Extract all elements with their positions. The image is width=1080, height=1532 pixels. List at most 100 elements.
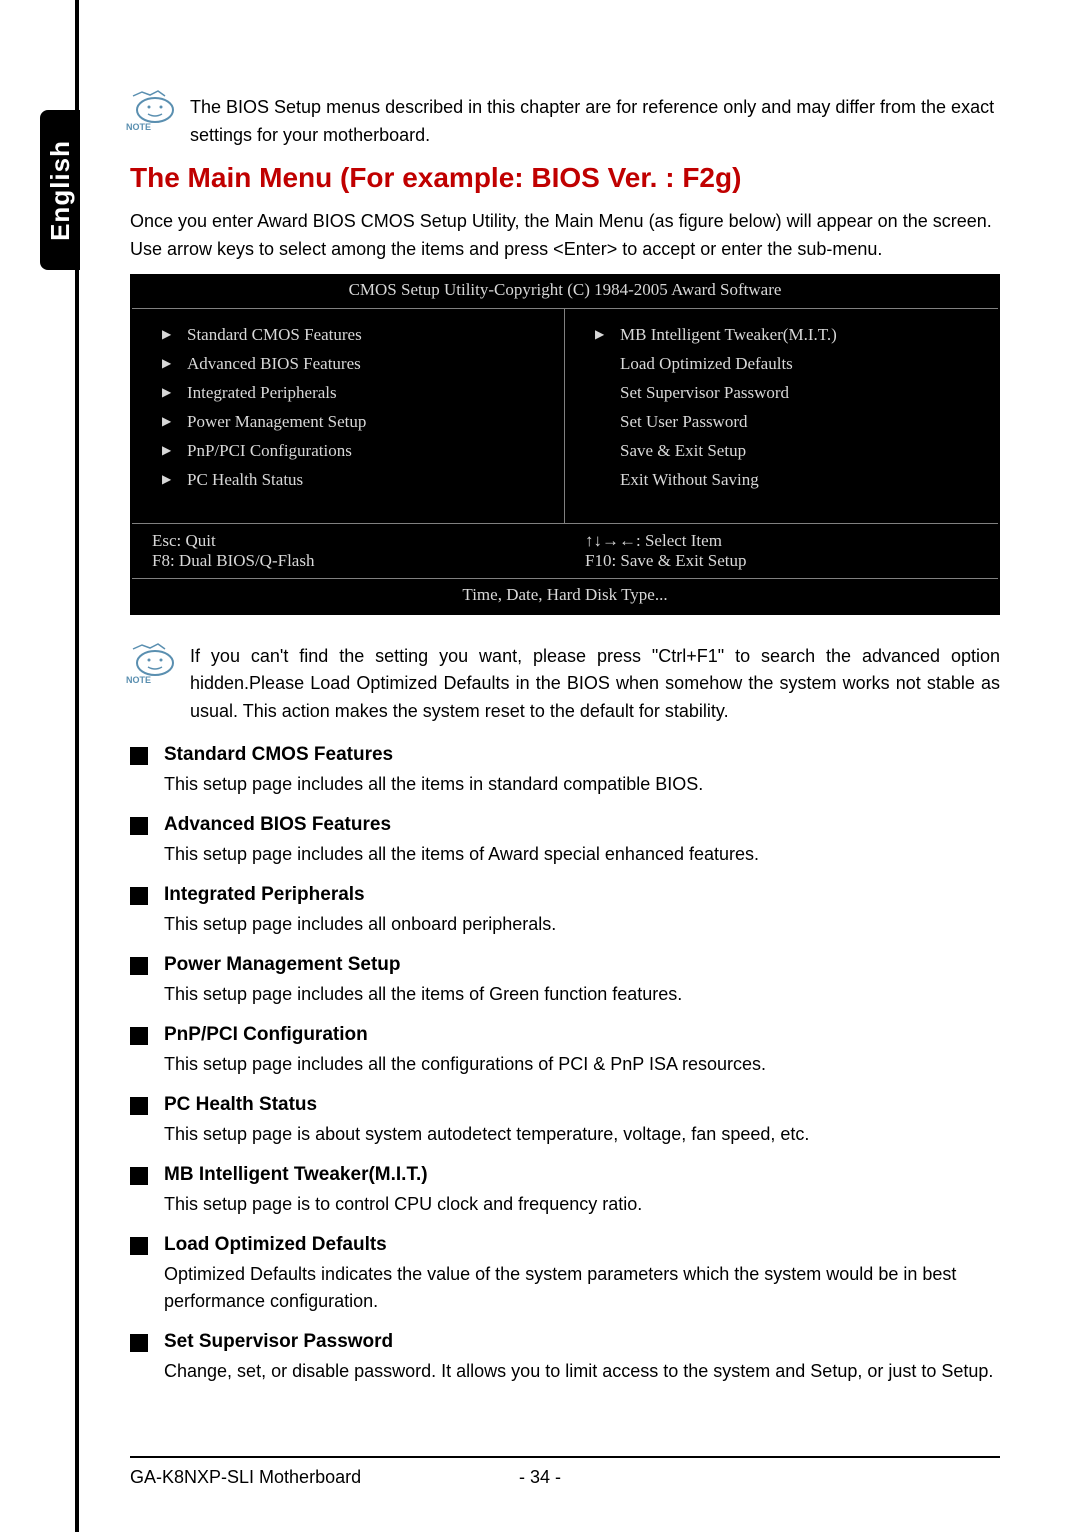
feature-title: Set Supervisor Password bbox=[164, 1331, 1000, 1353]
feature-description: This setup page includes all the configu… bbox=[164, 1051, 1000, 1078]
bios-header: CMOS Setup Utility-Copyright (C) 1984-20… bbox=[132, 276, 998, 309]
bios-menu-label: Load Optimized Defaults bbox=[620, 354, 793, 374]
bios-menu-item: Save & Exit Setup bbox=[595, 441, 978, 461]
bios-f8: F8: Dual BIOS/Q-Flash bbox=[152, 551, 545, 571]
feature-content: Load Optimized DefaultsOptimized Default… bbox=[164, 1234, 1000, 1325]
bios-menu-item: Exit Without Saving bbox=[595, 470, 978, 490]
feature-item: PnP/PCI ConfigurationThis setup page inc… bbox=[130, 1024, 1000, 1088]
note-2: NOTE If you can't find the setting you w… bbox=[130, 643, 1000, 727]
feature-item: Advanced BIOS Features This setup page in… bbox=[130, 814, 1000, 878]
page-number: - 34 - bbox=[519, 1467, 561, 1488]
bios-footer-right: ↑↓→←: Select Item F10: Save & Exit Setup bbox=[565, 524, 998, 578]
triangle-icon: ▶ bbox=[162, 443, 187, 458]
feature-title: PC Health Status bbox=[164, 1094, 1000, 1116]
feature-content: PnP/PCI ConfigurationThis setup page inc… bbox=[164, 1024, 1000, 1088]
bios-right-column: ▶MB Intelligent Tweaker(M.I.T.) Load Opti… bbox=[565, 309, 998, 523]
bios-menu-item: Load Optimized Defaults bbox=[595, 354, 978, 374]
feature-item: MB Intelligent Tweaker(M.I.T.) This setup… bbox=[130, 1164, 1000, 1228]
square-bullet-icon bbox=[130, 957, 148, 975]
feature-content: PC Health Status This setup page is about… bbox=[164, 1094, 1000, 1158]
feature-item: Power Management Setup This setup page in… bbox=[130, 954, 1000, 1018]
feature-description: This setup page includes all the items i… bbox=[164, 771, 1000, 798]
feature-title: Standard CMOS Features bbox=[164, 744, 1000, 766]
square-bullet-icon bbox=[130, 1097, 148, 1115]
bios-menu-label: PC Health Status bbox=[187, 470, 303, 490]
triangle-icon: ▶ bbox=[595, 327, 620, 342]
feature-description: This setup page is about system autodete… bbox=[164, 1121, 1000, 1148]
note-2-text: If you can't find the setting you want, … bbox=[190, 643, 1000, 727]
bios-menu-label: Set User Password bbox=[620, 412, 748, 432]
bios-select-item: ↑↓→←: Select Item bbox=[585, 531, 978, 551]
bios-menu-label: Standard CMOS Features bbox=[187, 325, 362, 345]
bios-menu-label: Set Supervisor Password bbox=[620, 383, 789, 403]
feature-item: Load Optimized DefaultsOptimized Default… bbox=[130, 1234, 1000, 1325]
bios-menu-item: ▶MB Intelligent Tweaker(M.I.T.) bbox=[595, 325, 978, 345]
square-bullet-icon bbox=[130, 1027, 148, 1045]
square-bullet-icon bbox=[130, 1167, 148, 1185]
bios-menu-label: Integrated Peripherals bbox=[187, 383, 337, 403]
feature-content: Power Management Setup This setup page in… bbox=[164, 954, 1000, 1018]
triangle-icon: ▶ bbox=[162, 327, 187, 342]
note-1: NOTE The BIOS Setup menus described in t… bbox=[130, 90, 1000, 150]
feature-description: Change, set, or disable password. It all… bbox=[164, 1358, 1000, 1385]
bios-menu-item: ▶PC Health Status bbox=[162, 470, 544, 490]
main-heading: The Main Menu (For example: BIOS Ver. : … bbox=[130, 162, 1000, 194]
page-content: NOTE The BIOS Setup menus described in t… bbox=[130, 90, 1000, 1401]
bios-footer-left: Esc: Quit F8: Dual BIOS/Q-Flash bbox=[132, 524, 565, 578]
feature-content: MB Intelligent Tweaker(M.I.T.) This setup… bbox=[164, 1164, 1000, 1228]
bios-f10: F10: Save & Exit Setup bbox=[585, 551, 978, 571]
feature-description: This setup page is to control CPU clock … bbox=[164, 1191, 1000, 1218]
feature-item: Standard CMOS Features This setup page in… bbox=[130, 744, 1000, 808]
feature-item: PC Health Status This setup page is about… bbox=[130, 1094, 1000, 1158]
bios-menu-label: Save & Exit Setup bbox=[620, 441, 746, 461]
feature-title: Power Management Setup bbox=[164, 954, 1000, 976]
language-tab: English bbox=[40, 110, 80, 270]
bios-left-column: ▶Standard CMOS Features▶Advanced BIOS Fe… bbox=[132, 309, 565, 523]
feature-title: Advanced BIOS Features bbox=[164, 814, 1000, 836]
bios-menu-label: MB Intelligent Tweaker(M.I.T.) bbox=[620, 325, 837, 345]
feature-content: Integrated Peripherals This setup page in… bbox=[164, 884, 1000, 948]
footer-product-name: GA-K8NXP-SLI Motherboard bbox=[130, 1467, 361, 1488]
bios-footer-row: Esc: Quit F8: Dual BIOS/Q-Flash ↑↓→←: Se… bbox=[132, 523, 998, 578]
square-bullet-icon bbox=[130, 817, 148, 835]
note-label-text: NOTE bbox=[126, 675, 151, 685]
note-label-text: NOTE bbox=[126, 122, 151, 132]
intro-text: Once you enter Award BIOS CMOS Setup Uti… bbox=[130, 208, 1000, 264]
square-bullet-icon bbox=[130, 1334, 148, 1352]
triangle-icon: ▶ bbox=[162, 472, 187, 487]
bios-menu-item: ▶Advanced BIOS Features bbox=[162, 354, 544, 374]
bios-menu-label: Advanced BIOS Features bbox=[187, 354, 361, 374]
note-icon: NOTE bbox=[130, 643, 180, 683]
feature-content: Standard CMOS Features This setup page in… bbox=[164, 744, 1000, 808]
feature-description: This setup page includes all onboard per… bbox=[164, 911, 1000, 938]
bios-main-area: ▶Standard CMOS Features▶Advanced BIOS Fe… bbox=[132, 309, 998, 523]
note-1-text: The BIOS Setup menus described in this c… bbox=[190, 90, 1000, 150]
feature-title: Integrated Peripherals bbox=[164, 884, 1000, 906]
triangle-icon: ▶ bbox=[162, 414, 187, 429]
feature-title: MB Intelligent Tweaker(M.I.T.) bbox=[164, 1164, 1000, 1186]
bios-menu-item: ▶Power Management Setup bbox=[162, 412, 544, 432]
note-icon: NOTE bbox=[130, 90, 180, 130]
language-label: English bbox=[45, 140, 76, 241]
bios-menu-item: ▶Standard CMOS Features bbox=[162, 325, 544, 345]
bios-esc: Esc: Quit bbox=[152, 531, 545, 551]
feature-item: Set Supervisor Password Change, set, or d… bbox=[130, 1331, 1000, 1395]
feature-title: Load Optimized Defaults bbox=[164, 1234, 1000, 1256]
square-bullet-icon bbox=[130, 747, 148, 765]
bios-menu-item: ▶Integrated Peripherals bbox=[162, 383, 544, 403]
bios-menu-label: PnP/PCI Configurations bbox=[187, 441, 352, 461]
bios-menu-item: Set Supervisor Password bbox=[595, 383, 978, 403]
triangle-icon: ▶ bbox=[162, 385, 187, 400]
bios-menu-label: Power Management Setup bbox=[187, 412, 366, 432]
feature-description: This setup page includes all the items o… bbox=[164, 841, 1000, 868]
feature-content: Advanced BIOS Features This setup page in… bbox=[164, 814, 1000, 878]
feature-list: Standard CMOS Features This setup page in… bbox=[130, 744, 1000, 1395]
bios-menu-item: ▶PnP/PCI Configurations bbox=[162, 441, 544, 461]
feature-item: Integrated Peripherals This setup page in… bbox=[130, 884, 1000, 948]
bios-menu-item: Set User Password bbox=[595, 412, 978, 432]
feature-description: This setup page includes all the items o… bbox=[164, 981, 1000, 1008]
square-bullet-icon bbox=[130, 1237, 148, 1255]
square-bullet-icon bbox=[130, 887, 148, 905]
triangle-icon: ▶ bbox=[162, 356, 187, 371]
bios-footer-bottom: Time, Date, Hard Disk Type... bbox=[132, 578, 998, 613]
